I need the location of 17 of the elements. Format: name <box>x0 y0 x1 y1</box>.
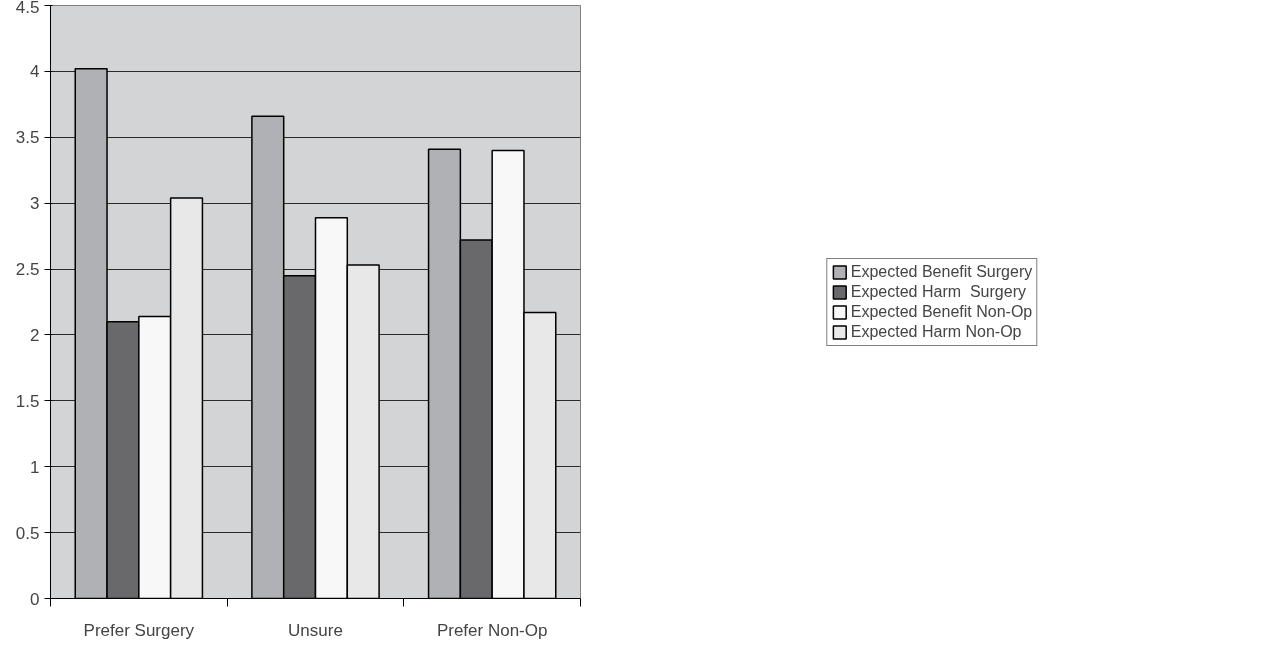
y-tick-label: 2 <box>30 325 40 345</box>
x-tick-label: Prefer Non-Op <box>436 620 548 640</box>
legend-label: Expected Benefit Non-Op <box>850 302 1033 321</box>
y-tick-label: 3.5 <box>15 128 40 148</box>
y-tick-label: 4 <box>30 62 40 82</box>
y-tick-label: 2.5 <box>15 260 40 280</box>
legend-label: Expected Harm Surgery <box>850 282 1026 301</box>
y-tick-label: 0.5 <box>15 523 40 543</box>
legend-label: Expected Harm Non-Op <box>850 322 1022 341</box>
y-tick-label: 3 <box>30 194 40 214</box>
y-tick-label: 1.5 <box>15 391 40 411</box>
y-tick-label: 0 <box>30 589 40 609</box>
legend-label: Expected Benefit Surgery <box>850 262 1033 281</box>
x-tick-label: Unsure <box>288 620 343 640</box>
y-tick-label: 4.5 <box>15 0 40 17</box>
x-tick-label: Prefer Surgery <box>83 620 195 640</box>
y-tick-label: 1 <box>30 457 40 477</box>
